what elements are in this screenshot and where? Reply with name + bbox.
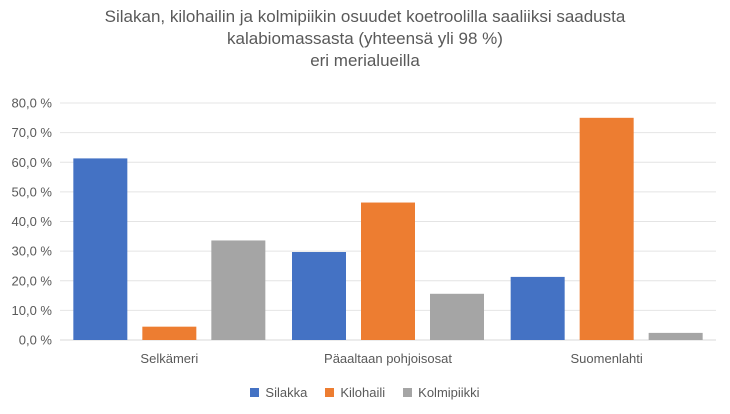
bar-silakka-3 [510, 276, 565, 340]
y-tick-label: 50,0 % [12, 184, 53, 199]
y-tick-label: 10,0 % [12, 303, 53, 318]
bar-kolmipiikki-2 [430, 293, 484, 340]
x-category-label: Päaaltaan pohjoisosat [324, 351, 452, 366]
legend-swatch [325, 388, 335, 397]
legend-swatch [403, 388, 413, 397]
y-tick-label: 70,0 % [12, 125, 53, 140]
y-tick-label: 60,0 % [12, 155, 53, 170]
y-tick-label: 20,0 % [12, 273, 53, 288]
bar-silakka-2 [292, 252, 346, 340]
bar-silakka-1 [73, 158, 128, 340]
bar-kolmipiikki-3 [648, 332, 703, 340]
y-tick-label: 0,0 % [19, 333, 53, 348]
y-tick-label: 80,0 % [12, 96, 53, 111]
bar-kilohaili-2 [361, 202, 415, 340]
legend-item-silakka: Silakka [250, 385, 307, 400]
bar-kilohaili-3 [579, 117, 634, 340]
chart-title-line-3: eri merialueilla [310, 51, 420, 70]
chart-title-line-2: kalabiomassasta (yhteensä yli 98 %) [227, 29, 503, 48]
legend-label: Kilohaili [340, 385, 386, 400]
legend-label: Kolmipiikki [418, 385, 480, 400]
legend-item-kilohaili: Kilohaili [325, 385, 385, 400]
bar-kolmipiikki-1 [211, 240, 266, 340]
legend-swatch [250, 388, 260, 397]
chart-legend: Silakka Kilohaili Kolmipiikki [0, 385, 730, 400]
chart-title: Silakan, kilohailin ja kolmipiikin osuud… [0, 6, 730, 72]
legend-item-kolmipiikki: Kolmipiikki [403, 385, 480, 400]
x-category-label: Selkämeri [140, 351, 198, 366]
chart-title-line-1: Silakan, kilohailin ja kolmipiikin osuud… [104, 7, 626, 26]
legend-label: Silakka [265, 385, 308, 400]
y-tick-label: 30,0 % [12, 244, 53, 259]
x-category-label: Suomenlahti [571, 351, 643, 366]
y-tick-label: 40,0 % [12, 214, 53, 229]
bar-kilohaili-1 [142, 326, 197, 340]
